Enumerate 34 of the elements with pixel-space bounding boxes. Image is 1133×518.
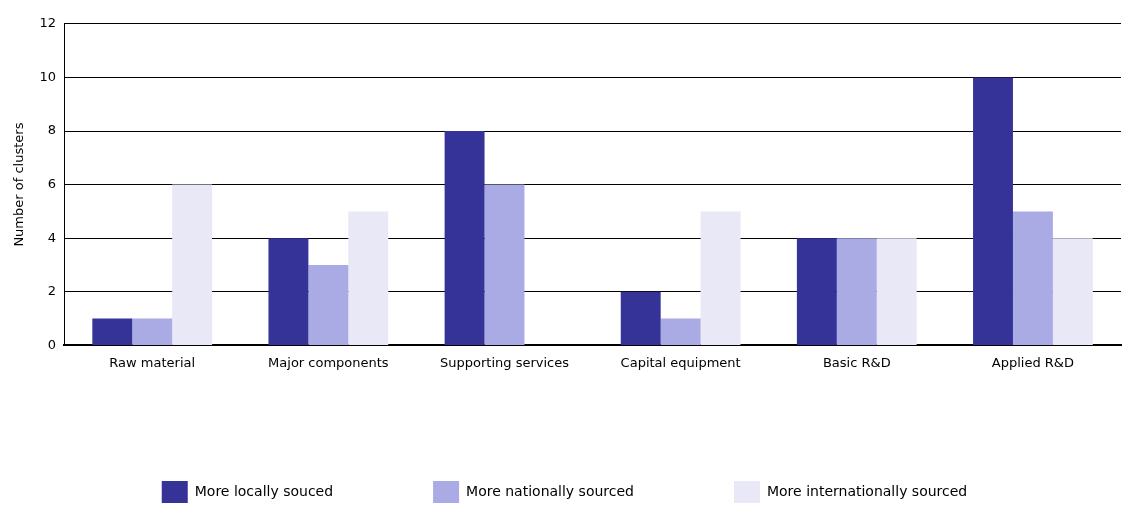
y-tick-label: 2 <box>47 283 57 299</box>
x-tick-label: Supporting services <box>440 354 570 370</box>
bar <box>1012 211 1053 345</box>
y-axis-title: Number of clusters <box>11 122 27 247</box>
bar <box>308 265 349 345</box>
bar <box>796 238 837 345</box>
bar <box>700 211 741 345</box>
bar <box>172 184 213 345</box>
y-tick-label: 4 <box>47 229 57 245</box>
bar <box>268 238 309 345</box>
bar <box>444 131 485 345</box>
y-tick-label: 6 <box>47 175 57 191</box>
x-tick-label: Applied R&D <box>991 354 1075 370</box>
legend-label: More nationally sourced <box>466 482 634 499</box>
y-tick-label: 12 <box>39 15 57 31</box>
bar <box>620 291 661 345</box>
legend-label: More locally souced <box>194 482 334 499</box>
bar <box>1052 238 1093 345</box>
y-tick-label: 0 <box>47 336 57 352</box>
y-tick-label: 8 <box>47 122 57 138</box>
y-tick-label: 10 <box>39 68 57 84</box>
bar <box>660 318 701 345</box>
bar <box>348 211 389 345</box>
bar <box>132 318 173 345</box>
bar <box>973 77 1013 345</box>
x-tick-label: Basic R&D <box>822 354 891 370</box>
bar <box>876 238 917 345</box>
x-tick-label: Raw material <box>109 354 196 370</box>
bar <box>92 318 133 345</box>
x-tick-label: Capital equipment <box>620 354 741 370</box>
legend-label: More internationally sourced <box>766 482 968 499</box>
x-tick-label: Major components <box>268 354 389 370</box>
bar <box>484 184 525 345</box>
bar <box>836 238 877 345</box>
